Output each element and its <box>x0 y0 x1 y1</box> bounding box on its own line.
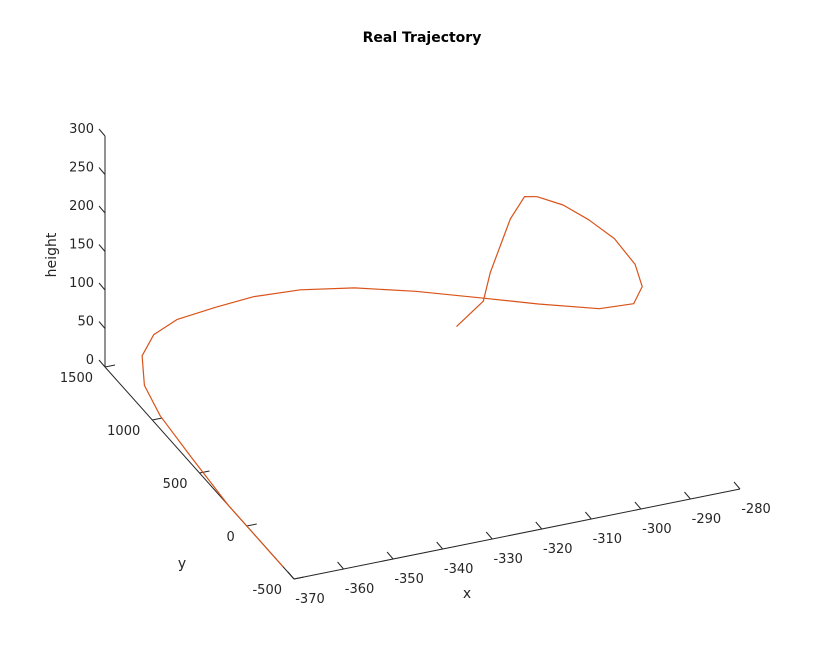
x-axis-ticks: -370 -360 -350 -340 -330 -320 -310 -300 -290 -280 <box>287 481 771 607</box>
z-tick-label: 50 <box>77 315 94 330</box>
x-tick-mark <box>634 501 642 510</box>
z-tick-mark <box>98 128 106 137</box>
z-tick-mark <box>98 321 106 329</box>
x-tick-label: -330 <box>493 552 523 567</box>
x-tick-label: -340 <box>444 562 474 577</box>
y-axis-label: y <box>178 556 186 572</box>
y-tick-mark <box>199 470 210 474</box>
x-tick-label: -300 <box>642 522 672 537</box>
z-tick-mark <box>98 167 106 175</box>
x-tick-label: -310 <box>593 532 623 547</box>
z-tick-mark <box>98 282 106 291</box>
x-tick-mark <box>436 541 444 550</box>
z-tick-mark <box>98 244 106 252</box>
x-tick-mark <box>733 481 741 490</box>
z-axis-ticks: 0 50 100 150 200 250 300 <box>69 122 106 368</box>
x-tick-label: -360 <box>345 582 375 597</box>
y-tick-label: 1000 <box>107 424 140 439</box>
y-tick-mark <box>152 417 163 421</box>
z-tick-label: 150 <box>69 238 94 253</box>
chart-title: Real Trajectory <box>363 30 482 46</box>
x-tick-label: -370 <box>295 592 325 607</box>
x-tick-mark <box>485 531 493 540</box>
x-axis-line <box>293 488 741 580</box>
z-tick-label: 300 <box>69 122 94 137</box>
x-tick-mark <box>386 551 394 560</box>
z-tick-label: 100 <box>69 276 94 291</box>
y-tick-mark <box>104 364 116 368</box>
z-tick-label: 200 <box>69 199 94 214</box>
x-tick-mark <box>287 571 295 580</box>
x-tick-mark <box>535 521 543 530</box>
y-tick-label: 0 <box>226 530 234 545</box>
z-tick-label: 250 <box>69 161 94 176</box>
x-tick-mark <box>337 561 344 570</box>
y-axis-ticks: -500 0 500 1000 1500 <box>60 364 305 598</box>
x-tick-label: -320 <box>543 542 573 557</box>
x-tick-mark <box>584 511 592 520</box>
y-tick-label: 1500 <box>60 371 93 386</box>
x-tick-label: -280 <box>741 502 771 517</box>
y-tick-mark <box>246 523 257 527</box>
y-tick-mark <box>293 576 305 580</box>
x-tick-mark <box>684 491 691 500</box>
z-axis-label: height <box>44 232 60 277</box>
x-axis-label: x <box>463 586 471 602</box>
y-tick-label: 500 <box>163 477 188 492</box>
z-tick-mark <box>98 359 106 368</box>
x-tick-label: -290 <box>692 512 722 527</box>
x-tick-label: -350 <box>394 572 424 587</box>
y-tick-label: -500 <box>252 583 282 598</box>
z-tick-label: 0 <box>86 353 94 368</box>
trajectory-line <box>141 196 643 567</box>
z-tick-mark <box>98 205 106 214</box>
